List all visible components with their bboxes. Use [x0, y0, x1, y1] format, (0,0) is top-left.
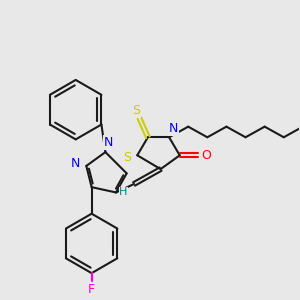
Text: H: H [119, 188, 128, 197]
Text: N: N [71, 157, 80, 170]
Text: N: N [104, 136, 113, 149]
Text: S: S [123, 151, 130, 164]
Text: N: N [169, 122, 178, 135]
Text: O: O [201, 149, 211, 162]
Text: S: S [132, 104, 140, 117]
Text: F: F [88, 283, 95, 296]
